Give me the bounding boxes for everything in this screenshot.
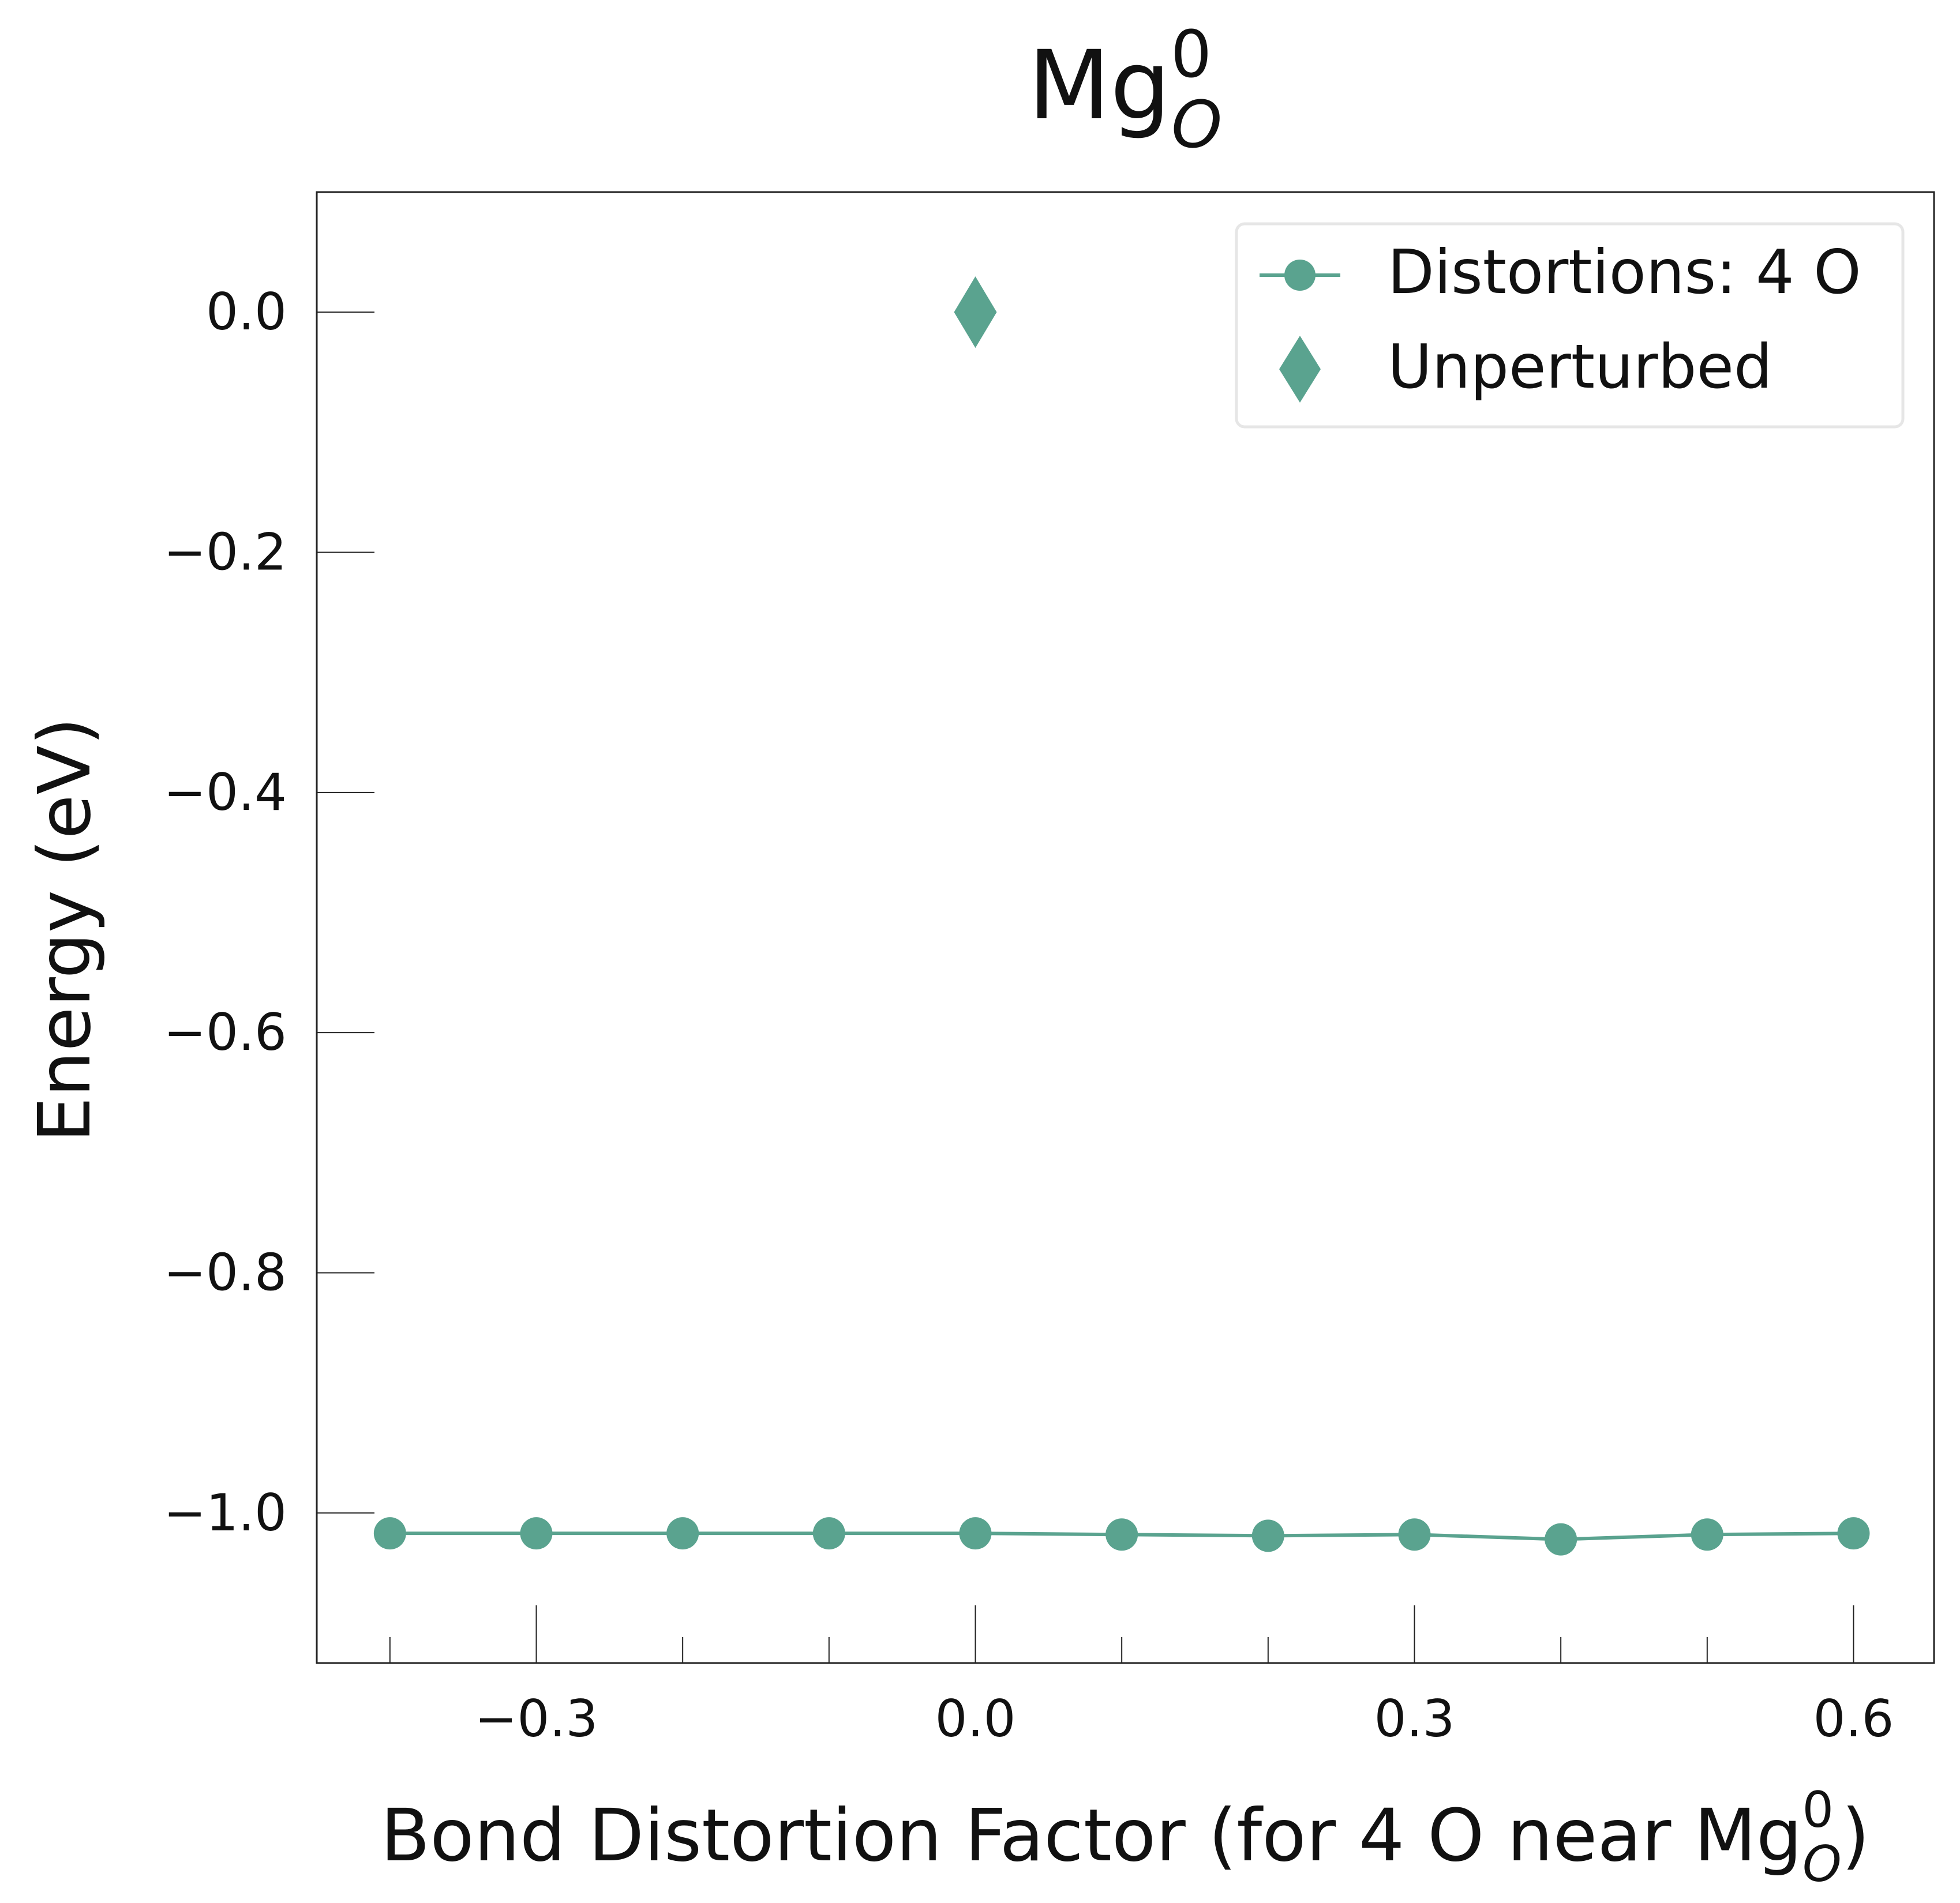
y-tick-label: −0.4 — [163, 763, 287, 822]
y-tick-label: 0.0 — [206, 282, 287, 341]
y-tick-label: −0.2 — [163, 522, 287, 581]
series-distortions-4-o — [373, 1517, 1870, 1556]
series-unperturbed — [954, 276, 997, 348]
data-point-diamond — [954, 276, 997, 348]
series-layer — [373, 276, 1870, 1556]
data-point — [373, 1517, 406, 1550]
x-axis-label-sub: O — [1802, 1836, 1842, 1893]
chart-title-sup: 0 — [1171, 17, 1212, 92]
data-point — [959, 1517, 992, 1550]
legend-label-unperturbed: Unperturbed — [1388, 332, 1772, 402]
data-point — [1837, 1517, 1870, 1550]
legend-box — [1235, 222, 1905, 429]
data-point — [520, 1517, 553, 1550]
data-point — [1105, 1518, 1138, 1551]
chart-title: Mg0 O — [1028, 17, 1223, 163]
legend: Distortions: 4 O Unperturbed — [1235, 222, 1905, 429]
x-tick-label: −0.3 — [475, 1689, 598, 1748]
y-tick-label: −0.6 — [163, 1003, 287, 1062]
x-axis-tick-labels: −0.3 0.0 0.3 0.6 — [475, 1689, 1894, 1748]
x-tick-label: 0.3 — [1374, 1689, 1455, 1748]
data-point — [1398, 1518, 1431, 1551]
y-axis-ticks — [317, 311, 374, 1514]
x-axis-label-suffix: ) — [1842, 1794, 1870, 1878]
chart-title-sub: O — [1171, 88, 1222, 163]
data-point — [812, 1517, 845, 1550]
y-tick-label: −0.8 — [163, 1243, 287, 1302]
legend-circle-marker — [1284, 260, 1316, 291]
legend-diamond-marker — [1279, 336, 1321, 403]
y-tick-label: −1.0 — [163, 1483, 287, 1542]
x-axis-label-sup: 0 — [1802, 1781, 1834, 1839]
x-tick-label: 0.0 — [935, 1689, 1016, 1748]
data-point — [1691, 1518, 1723, 1551]
x-axis-label-prefix: Bond Distortion Factor (for 4 O near Mg — [380, 1794, 1802, 1878]
legend-label-distortions: Distortions: 4 O — [1388, 237, 1861, 307]
x-axis-label: Bond Distortion Factor (for 4 O near Mg0… — [380, 1781, 1869, 1893]
data-point — [666, 1517, 699, 1550]
y-axis-label: Energy (eV) — [23, 717, 107, 1142]
data-point — [1251, 1519, 1284, 1552]
x-tick-label: 0.6 — [1813, 1689, 1894, 1748]
plot-frame — [316, 191, 1935, 1664]
chart-title-base: Mg — [1028, 30, 1171, 141]
x-axis-ticks — [389, 1605, 1854, 1663]
data-point — [1545, 1523, 1577, 1556]
y-axis-tick-labels: 0.0 −0.2 −0.4 −0.6 −0.8 −1.0 — [163, 282, 287, 1542]
